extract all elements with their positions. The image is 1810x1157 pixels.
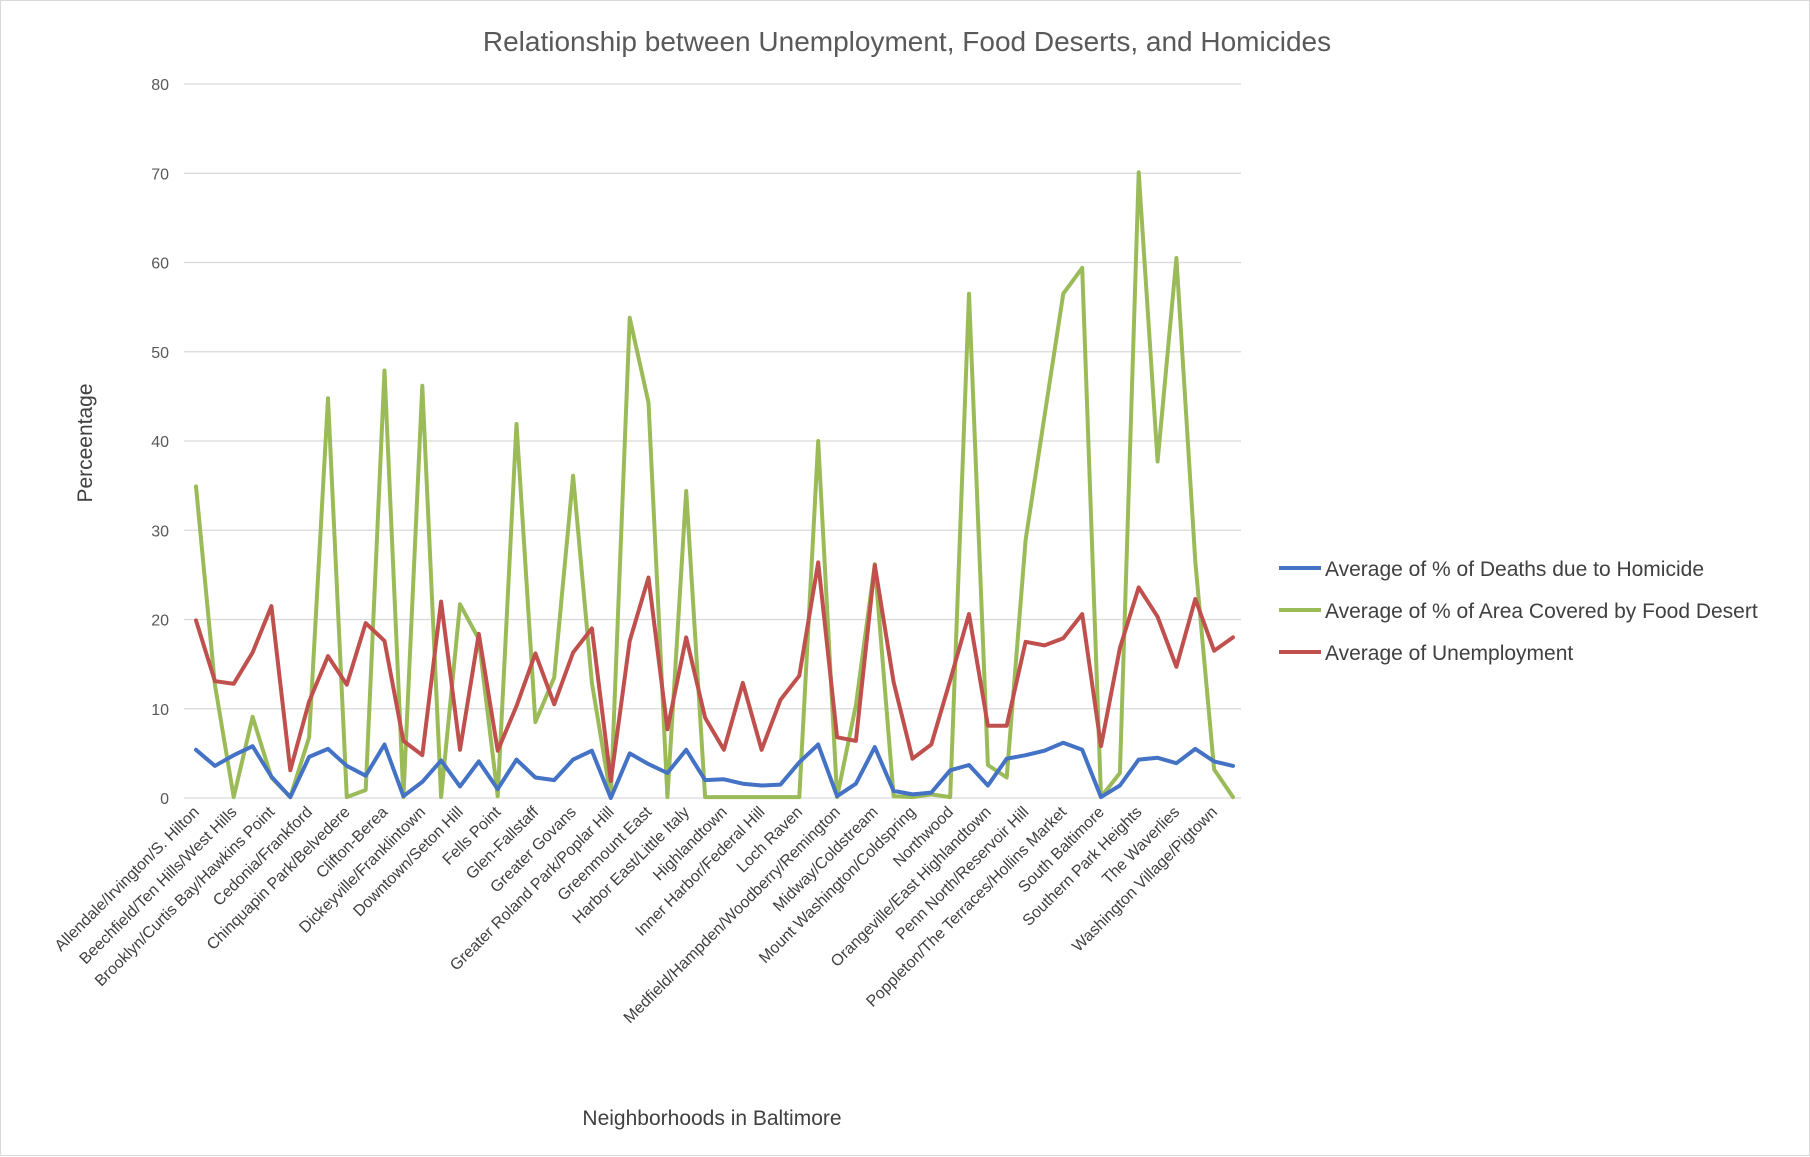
y-tick-label: 20 [151,613,169,630]
x-axis-ticks: Allendale/Irvington/S. HiltonBeechfield/… [52,803,1221,1027]
series-lines [194,170,1235,800]
y-tick-label: 60 [151,256,169,273]
legend-label-3: Average of Unemployment [1325,642,1573,665]
y-tick-label: 30 [151,523,169,540]
legend-label-1: Average of % of Deaths due to Homicide [1325,558,1704,581]
y-tick-label: 40 [151,434,169,451]
x-axis-title: Neighborhoods in Baltimore [582,1107,841,1130]
series-line-3 [194,560,1235,783]
y-tick-label: 70 [151,166,169,183]
y-tick-label: 80 [151,77,169,94]
legend-label-2: Average of % of Area Covered by Food Des… [1325,600,1758,623]
legend: Average of % of Deaths due to Homicide Av… [1279,558,1758,665]
y-tick-label: 0 [160,791,169,808]
chart-title: Relationship between Unemployment, Food … [483,26,1331,57]
gridlines [184,83,1241,799]
y-tick-label: 50 [151,345,169,362]
y-axis-ticks: 0 10 20 30 40 50 60 70 80 [151,77,169,808]
y-axis-title: Perceentage [74,383,97,502]
series-line-1 [194,740,1235,800]
y-tick-label: 10 [151,702,169,719]
x-tick-label: Allendale/Irvington/S. Hilton [52,804,203,955]
series-line-2 [194,170,1235,800]
